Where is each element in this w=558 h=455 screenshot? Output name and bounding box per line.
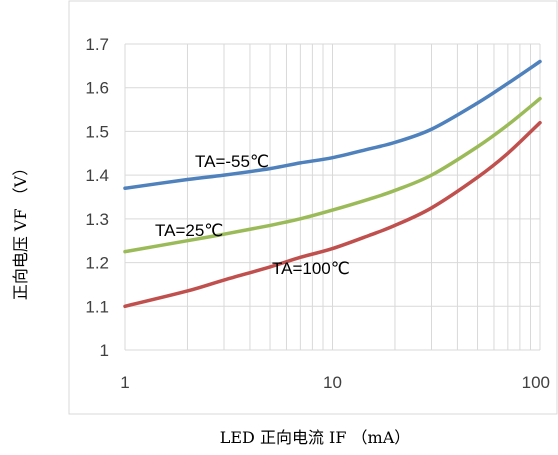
- x-tick-label: 1: [120, 373, 129, 392]
- y-tick-label: 1.4: [85, 166, 109, 185]
- x-axis-title: LED 正向电流 IF （mA）: [220, 428, 411, 447]
- series-annotation: TA=-55℃: [195, 152, 269, 171]
- y-tick-label: 1.2: [85, 254, 109, 273]
- chart-frame: [68, 0, 558, 415]
- x-tick-label: 10: [323, 373, 342, 392]
- y-tick-label: 1.3: [85, 210, 109, 229]
- y-tick-label: 1.5: [85, 122, 109, 141]
- annotations: TA=-55℃ TA=25℃ TA=100℃: [155, 152, 350, 278]
- y-axis-title: 正向电压 VF （V）: [11, 160, 30, 300]
- y-tick-label: 1.7: [85, 35, 109, 54]
- series-lines: [123, 59, 542, 309]
- series-annotation: TA=100℃: [272, 259, 350, 278]
- series-line: [123, 59, 542, 191]
- series-line: [123, 120, 542, 309]
- y-tick-label: 1.1: [85, 297, 109, 316]
- x-tick-label: 100: [522, 373, 550, 392]
- y-tick-label: 1.6: [85, 79, 109, 98]
- series-line: [123, 96, 542, 254]
- series-annotation: TA=25℃: [155, 221, 223, 240]
- grid: [124, 43, 541, 351]
- tick-labels: 1 1.1 1.2 1.3 1.4 1.5 1.6 1.7 1 10 100: [85, 35, 550, 392]
- y-tick-label: 1: [100, 341, 109, 360]
